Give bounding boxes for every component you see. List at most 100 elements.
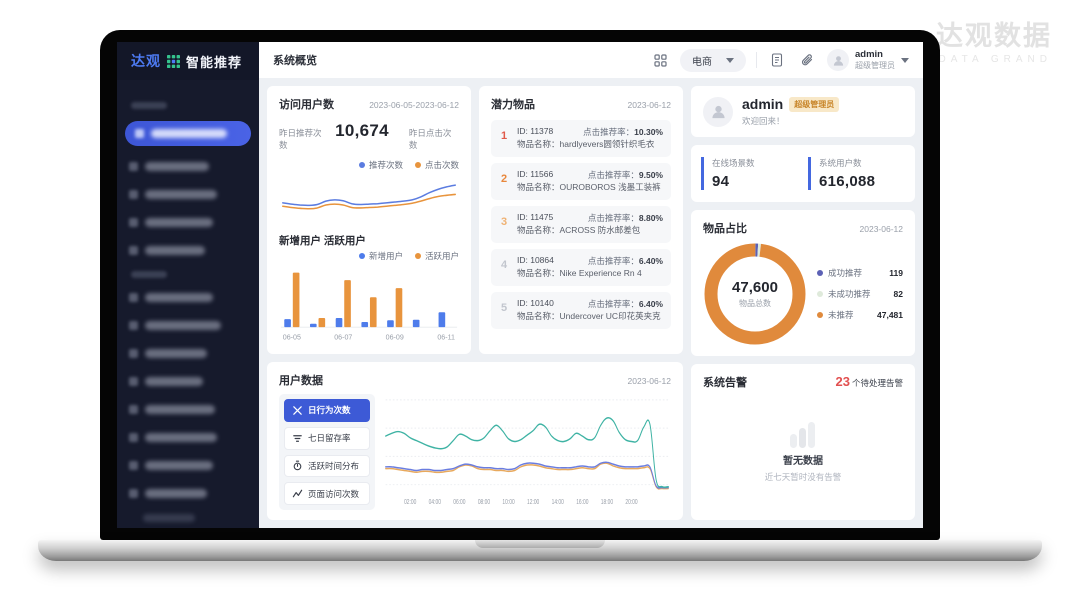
datagrand-watermark: 达观数据 DATA GRAND xyxy=(936,14,1052,65)
nav-item-label-blurred xyxy=(145,433,217,442)
nav-item-label-blurred xyxy=(145,293,213,302)
apps-grid-icon[interactable] xyxy=(650,50,670,70)
document-icon[interactable] xyxy=(767,50,787,70)
potential-item-row[interactable]: 5 ID: 10140 点击推荐率：6.40% 物品名称：Undercover UC印… xyxy=(491,292,671,329)
item-name: 物品名称：Undercover UC印花英夹克 xyxy=(517,311,661,321)
visit-card-date-range: 2023-06-05-2023-06-12 xyxy=(369,100,459,110)
system-users-label: 系统用户数 xyxy=(819,158,862,168)
svg-text:08:00: 08:00 xyxy=(478,498,491,506)
welcome-user-name: admin xyxy=(742,96,784,112)
user-data-tab-4[interactable]: 页面访问次数 xyxy=(284,482,370,505)
scene-select-value: 电商 xyxy=(692,56,712,68)
sidebar-nav-item[interactable] xyxy=(129,187,247,202)
scene-select-dropdown[interactable]: 电商 xyxy=(680,48,746,72)
sidebar-nav-item[interactable] xyxy=(129,430,247,445)
sidebar-nav-item[interactable] xyxy=(129,346,247,361)
tab-icon xyxy=(292,488,303,499)
tab-icon xyxy=(292,405,303,416)
user-data-tab-3[interactable]: 活跃时间分布 xyxy=(284,454,370,478)
item-share-title: 物品占比 xyxy=(703,223,747,235)
system-users-stat: 系统用户数 616,088 xyxy=(808,157,905,190)
nav-item-icon xyxy=(129,377,138,386)
user-data-tab-2[interactable]: 七日留存率 xyxy=(284,426,370,450)
yesterday-recommend-label: 昨日推荐次数 xyxy=(279,128,322,150)
potential-item-row[interactable]: 3 ID: 11475 点击推荐率：8.80% 物品名称：ACROSS 防水邮差包 xyxy=(491,206,671,243)
svg-text:20:00: 20:00 xyxy=(625,498,638,506)
rank-badge: 4 xyxy=(500,259,508,271)
nav-item-icon xyxy=(129,190,138,199)
sidebar-section-label-blurred xyxy=(131,102,167,109)
donut-center-value: 47,600 xyxy=(732,279,778,296)
nav-item-icon xyxy=(129,349,138,358)
logo-grid-icon xyxy=(167,54,180,68)
svg-text:02:00: 02:00 xyxy=(404,498,417,506)
potential-items-card: 潜力物品 2023-06-12 1 ID: 11378 点击推荐率：10.30% 物品… xyxy=(479,86,683,354)
paperclip-icon[interactable] xyxy=(797,50,817,70)
sidebar-nav-item[interactable] xyxy=(129,290,247,305)
legend-dot-active-users xyxy=(414,252,421,259)
sidebar-nav-item[interactable] xyxy=(125,121,251,146)
dashboard-content: 访问用户数 2023-06-05-2023-06-12 昨日推荐次数 10,67… xyxy=(259,78,923,528)
avatar xyxy=(703,96,733,127)
svg-text:14:00: 14:00 xyxy=(552,498,565,506)
online-scenes-stat: 在线场景数 94 xyxy=(701,157,798,190)
sidebar-nav-item[interactable] xyxy=(129,243,247,258)
nav-item-label-blurred xyxy=(145,489,207,498)
sidebar-nav-item[interactable] xyxy=(129,159,247,174)
item-name: 物品名称：OUROBOROS 浅墨工装裤 xyxy=(517,182,661,192)
tab-icon xyxy=(292,460,303,471)
nav-item-icon xyxy=(129,162,138,171)
laptop-base-notch xyxy=(475,540,605,548)
item-ctr: 点击推荐率：10.30% xyxy=(583,127,663,137)
sidebar: 达观 智能推荐 xyxy=(117,42,259,528)
donut-center-label: 物品总数 xyxy=(739,299,771,308)
sidebar-nav-item[interactable] xyxy=(129,458,247,473)
sidebar-nav-item[interactable] xyxy=(129,486,247,501)
sidebar-nav-item[interactable] xyxy=(129,374,247,389)
empty-bars-icon xyxy=(790,421,815,448)
nav-item-icon xyxy=(135,129,144,138)
user-data-tab-1[interactable]: 日行为次数 xyxy=(284,399,370,422)
legend-dot-success xyxy=(817,270,823,276)
item-id: ID: 11378 xyxy=(517,126,554,136)
user-growth-legend: 新增用户 活跃用户 xyxy=(279,250,459,262)
system-users-value: 616,088 xyxy=(819,173,876,190)
visit-card-title: 访问用户数 xyxy=(279,99,334,111)
system-alerts-card: 系统告警 23 个待处理告警 xyxy=(691,364,915,520)
legend-label-active-users: 活跃用户 xyxy=(424,250,459,261)
user-data-card: 用户数据 2023-06-12 日行为次数 七日留存率 活跃时间分布 页面访问次数 0… xyxy=(267,362,683,520)
user-growth-title: 新增用户 活跃用户 xyxy=(279,234,366,247)
nav-item-icon xyxy=(129,433,138,442)
nav-item-icon xyxy=(129,489,138,498)
sidebar-footer-blurred xyxy=(143,514,195,522)
potential-item-row[interactable]: 1 ID: 11378 点击推荐率：10.30% 物品名称：hardlyevers圆领… xyxy=(491,120,671,157)
item-share-date: 2023-06-12 xyxy=(859,224,903,234)
potential-card-title: 潜力物品 xyxy=(491,99,535,111)
sidebar-nav-item[interactable] xyxy=(129,402,247,417)
legend-value-success: 119 xyxy=(889,268,903,278)
sidebar-nav-item[interactable] xyxy=(129,318,247,333)
visit-trend-legend: 推荐次数 点击次数 xyxy=(279,159,459,171)
pending-alerts-count: 23 xyxy=(835,374,850,389)
potential-item-row[interactable]: 2 ID: 11566 点击推荐率：9.50% 物品名称：OUROBOROS 浅墨工装… xyxy=(491,163,671,200)
potential-item-row[interactable]: 4 ID: 10864 点击推荐率：6.40% 物品名称：Nike Experienc… xyxy=(491,249,671,286)
header-user-name: admin xyxy=(855,48,883,60)
svg-text:18:00: 18:00 xyxy=(601,498,614,506)
potential-items-list: 1 ID: 11378 点击推荐率：10.30% 物品名称：hardlyevers圆领… xyxy=(491,120,671,329)
chevron-down-icon xyxy=(726,57,734,63)
user-menu[interactable]: admin 超级管理员 xyxy=(827,49,909,71)
rank-badge: 1 xyxy=(500,130,508,142)
svg-text:06-09: 06-09 xyxy=(386,333,404,341)
laptop-base xyxy=(38,540,1042,561)
top-header: 系统概览 电商 xyxy=(259,42,923,78)
nav-item-label-blurred xyxy=(145,321,221,330)
online-scenes-label: 在线场景数 xyxy=(712,158,755,168)
user-growth-bar-chart: 06-05 06-07 06-09 06-11 xyxy=(280,272,458,341)
legend-value-unsuccess: 82 xyxy=(893,289,903,299)
sidebar-nav xyxy=(117,80,259,528)
alerts-title: 系统告警 xyxy=(703,377,747,389)
empty-title: 暂无数据 xyxy=(783,455,823,467)
nav-item-icon xyxy=(129,461,138,470)
sidebar-nav-item[interactable] xyxy=(129,215,247,230)
nav-item-icon xyxy=(129,293,138,302)
